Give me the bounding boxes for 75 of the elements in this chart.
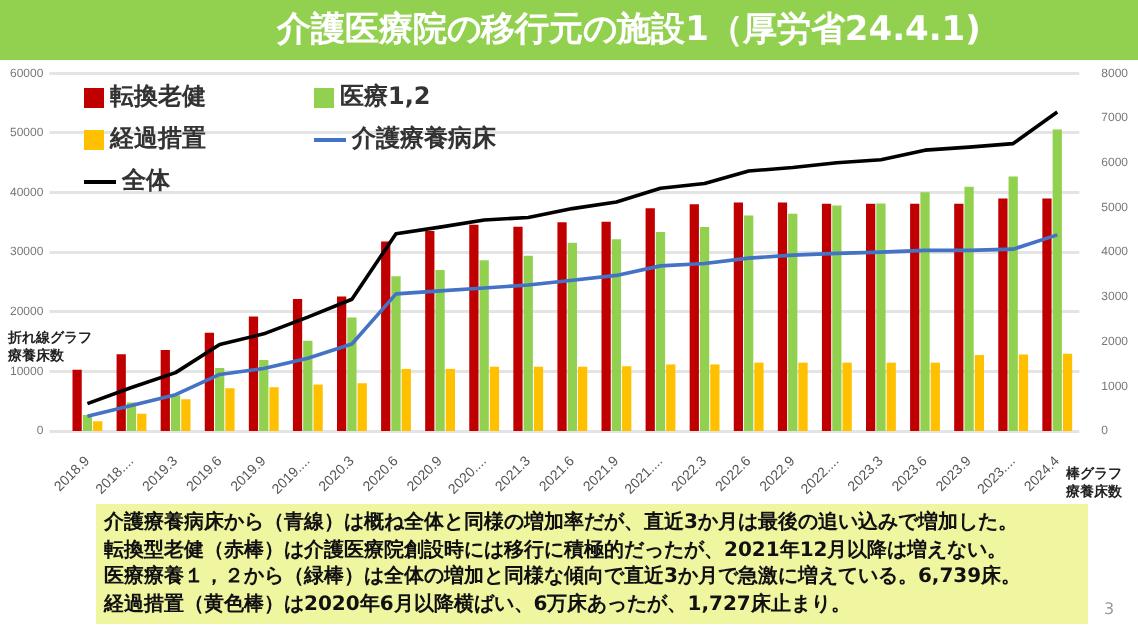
bar [655,232,666,432]
bar [974,355,985,432]
bar [866,203,876,432]
text: 転換型老健（赤棒）は介護医療院創設時には移行に積極的だったが、2021年12月以降は増えない。 [104,537,1010,564]
bar [744,215,754,432]
text: 介護療養病床から（青線）は概ね全体と同様の増加率だが、直近3か月は最後の追い込みで増加した。 [104,510,1020,537]
bar [622,366,632,432]
bar [137,413,147,432]
bar [920,192,930,432]
legend-label: 経過措置 [110,122,206,156]
legend-label: 医療1,2 [340,80,431,114]
bar [930,362,940,432]
legend-label: 全体 [122,164,170,198]
bar [513,226,523,432]
bar [832,205,842,432]
bar [381,241,391,432]
bar [425,231,435,432]
bar [645,208,655,432]
bar [401,368,411,432]
bar [533,366,544,432]
bar [292,299,303,432]
text: 医療療養１，２から（緑棒）は全体の増加と同様な傾向で直近3か月で急激に増えている。6,739床。 [104,564,1024,591]
bar [710,364,720,432]
bar [337,296,347,432]
bar [964,186,974,432]
bar [469,224,479,432]
bar [699,227,710,432]
bar [798,362,808,432]
bar [886,362,896,432]
bar [248,316,259,432]
bar [523,255,533,432]
bar [754,362,764,432]
legend-label: 介護療養病床 [352,122,496,156]
bar [489,366,500,432]
bar [601,221,611,432]
bar [954,203,964,432]
bar [170,395,181,432]
bar [215,368,225,432]
legend-label: 転換老健 [110,80,206,114]
bar [225,388,235,432]
bar [788,213,798,432]
bar [269,387,279,432]
bar [479,260,489,432]
bar [1052,129,1062,432]
bar [313,384,323,432]
bar [842,362,852,432]
bar [1042,198,1052,432]
bar [391,276,401,432]
bar [1018,354,1029,432]
bar [577,366,588,432]
bar [821,203,832,432]
bar [1008,176,1018,432]
bar [357,383,367,432]
bar [876,203,886,432]
text: 経過措置（黄色棒）は2020年6月以降横ばい、6万床あったが、1,727床止まり。 [104,591,853,618]
bar [435,270,445,432]
bar [445,368,455,432]
bar [303,340,313,432]
text: 3 [1104,600,1115,618]
bar [689,204,699,432]
bar [1062,353,1073,432]
bar [733,202,744,432]
bar [666,364,676,432]
bar [910,203,920,432]
bar [181,399,191,432]
bar [557,222,567,432]
bar [93,421,103,432]
bar [72,369,82,432]
bar [259,359,269,432]
bar [777,202,788,432]
bar [567,242,577,432]
bar [347,317,357,432]
chart-title: 介護医療院の移行元の施設1（厚労省24.4.1) [0,0,1138,60]
bar [611,239,622,432]
bar [998,198,1008,432]
